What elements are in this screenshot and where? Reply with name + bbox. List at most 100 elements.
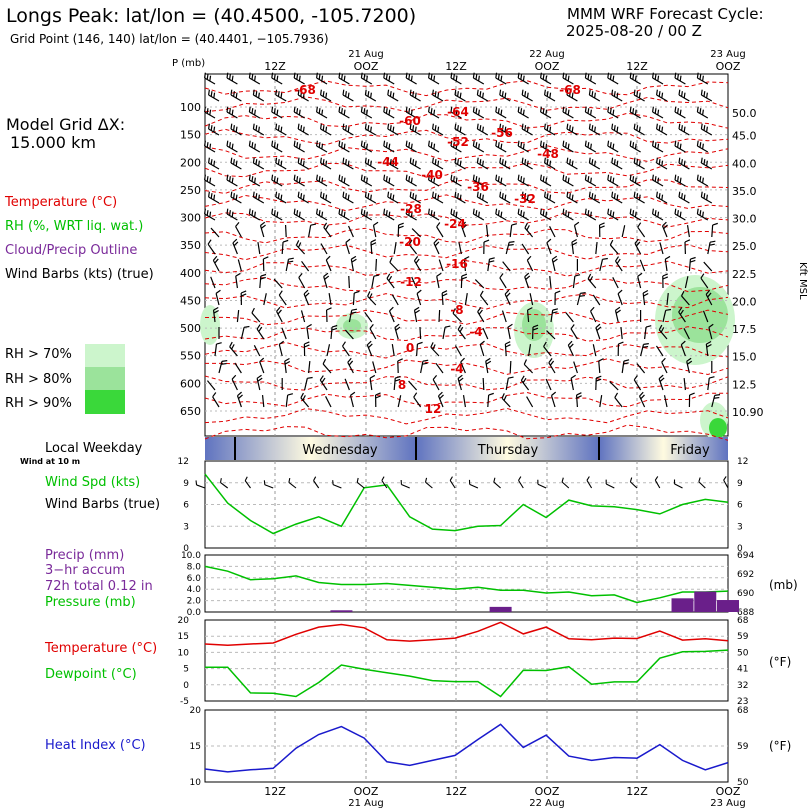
barb-flag — [659, 377, 665, 382]
barb-staff — [674, 145, 686, 153]
barb-flag — [612, 75, 615, 82]
wind-barb — [584, 208, 597, 221]
barb-flag — [360, 106, 363, 113]
wind-barb — [259, 357, 265, 374]
surface-barb-staff — [518, 480, 524, 489]
barb-flag — [580, 292, 586, 294]
barb-staff — [544, 162, 556, 170]
surface-barb-flag — [561, 477, 564, 483]
wind-barb — [607, 72, 619, 85]
barb-flag — [251, 142, 254, 148]
barb-flag — [616, 126, 619, 133]
barb-flag — [522, 377, 527, 384]
wind-barb — [454, 157, 466, 170]
wind-barb — [285, 393, 294, 408]
barb-flag — [254, 75, 256, 82]
barb-flag — [702, 177, 704, 184]
barb-flag — [410, 177, 413, 184]
barb-staff — [257, 242, 261, 255]
top-time-label: OOZ — [716, 60, 741, 73]
barb-flag — [320, 157, 322, 164]
barb-flag — [457, 374, 463, 379]
barb-flag — [255, 159, 258, 165]
barb-staff — [633, 196, 645, 204]
barb-flag — [210, 91, 213, 97]
temp-contour-label: -4 — [469, 325, 482, 339]
barb-flag — [457, 324, 462, 330]
barb-staff — [701, 162, 713, 170]
barb-flag — [226, 140, 229, 147]
wind-barb — [316, 72, 328, 85]
barb-flag — [562, 140, 565, 147]
barb-staff — [526, 309, 530, 323]
wind-barb — [450, 208, 462, 221]
kft-tick-label: 45.0 — [732, 130, 757, 143]
barb-flag — [482, 160, 484, 167]
barb-flag — [208, 123, 210, 130]
barb-flag — [271, 72, 274, 79]
barb-staff — [236, 310, 240, 323]
barb-flag — [479, 340, 485, 345]
wind-barb — [517, 174, 529, 187]
wind-barb — [554, 290, 561, 306]
wind-barb — [476, 89, 489, 102]
barb-staff — [701, 128, 713, 136]
wind-barb — [705, 340, 712, 357]
barb-flag — [566, 157, 569, 164]
barb-flag — [635, 241, 641, 247]
barb-staff — [573, 361, 578, 374]
wind-barb — [526, 307, 533, 323]
barb-flag — [409, 157, 412, 164]
heat-f-tick: 68 — [737, 706, 749, 716]
barb-staff — [545, 378, 552, 391]
temp-c-tick: 10 — [178, 648, 190, 658]
barb-flag — [325, 126, 328, 133]
wind-barb — [521, 157, 533, 170]
wind-barb — [347, 225, 354, 238]
barb-staff — [507, 327, 511, 340]
wind-barb — [387, 123, 399, 136]
barb-flag — [214, 258, 219, 264]
barb-flag — [571, 126, 574, 133]
wind-barb — [457, 374, 464, 391]
barb-flag — [325, 92, 328, 99]
wind-barb — [454, 89, 466, 102]
barb-staff — [344, 329, 354, 340]
wind-barb — [609, 381, 619, 391]
barb-flag — [414, 309, 420, 314]
barb-flag — [656, 157, 658, 164]
pressure-tick: 690 — [737, 589, 754, 599]
barb-flag — [699, 74, 702, 80]
barb-staff — [234, 362, 242, 374]
pressure-tick: 692 — [737, 570, 754, 580]
wind-barb — [248, 140, 261, 153]
barb-flag — [499, 157, 502, 164]
grid-point: Grid Point (146, 140) lat/lon = (40.4401… — [10, 32, 329, 46]
barb-flag — [613, 159, 616, 165]
barb-flag — [415, 258, 420, 264]
barb-flag — [277, 159, 280, 165]
wind-barb — [485, 357, 492, 374]
barb-flag — [383, 208, 386, 215]
barb-staff — [323, 276, 328, 289]
barb-flag — [410, 109, 413, 116]
barb-flag — [607, 106, 610, 113]
barb-flag — [643, 292, 649, 297]
wind-barb — [599, 257, 608, 272]
wind-barb — [588, 89, 601, 102]
barb-flag — [571, 92, 574, 99]
barb-staff — [674, 179, 686, 187]
wind-barb — [397, 358, 403, 374]
barb-staff — [495, 145, 507, 153]
barb-staff — [212, 260, 220, 272]
surface-wind-barb — [313, 476, 320, 489]
barb-staff — [499, 162, 511, 170]
barb-staff — [589, 128, 601, 136]
barb-staff — [629, 77, 641, 85]
barb-flag — [567, 177, 570, 184]
barb-flag — [674, 72, 677, 79]
wind-barb — [482, 377, 485, 391]
barb-flag — [632, 108, 635, 114]
wind-barb — [240, 325, 250, 340]
